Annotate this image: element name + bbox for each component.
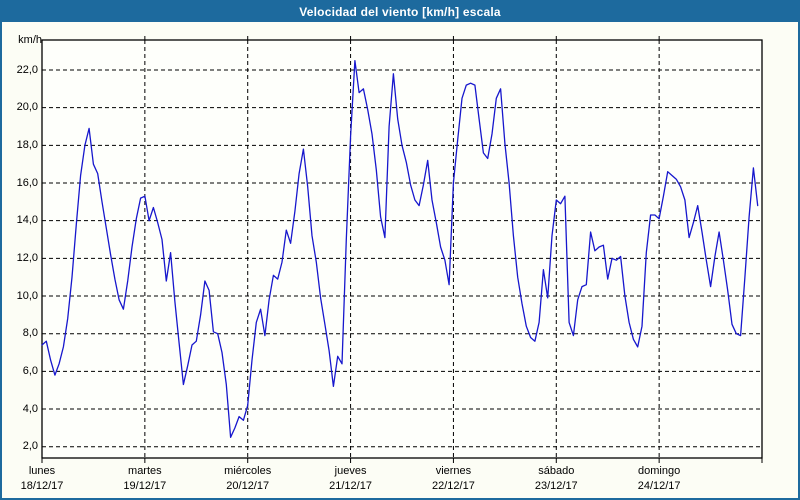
- chart-title: Velocidad del viento [km/h] escala: [299, 5, 501, 19]
- y-axis-tick-label: 2,0: [22, 440, 38, 453]
- x-axis-day-label: jueves: [334, 465, 367, 477]
- x-axis-date-label: 21/12/17: [329, 480, 372, 492]
- y-axis-unit-label: km/h: [18, 34, 42, 46]
- y-axis-tick-label: 12,0: [16, 251, 38, 264]
- x-axis-date-label: 22/12/17: [432, 480, 475, 492]
- y-axis-tick-label: 20,0: [16, 101, 38, 114]
- y-axis-tick-label: 6,0: [22, 364, 38, 377]
- x-axis-date-label: 20/12/17: [226, 480, 270, 492]
- y-axis-tick-label: 14,0: [16, 214, 38, 227]
- y-axis-tick-label: 22,0: [16, 63, 38, 76]
- x-axis-day-label: sábado: [538, 465, 575, 477]
- x-axis-date-label: 24/12/17: [637, 480, 681, 492]
- y-axis-tick-label: 4,0: [22, 402, 38, 415]
- x-axis-day-label: lunes: [28, 465, 56, 477]
- plot-area: [42, 40, 762, 458]
- x-axis-day-label: miércoles: [224, 465, 272, 477]
- y-axis-tick-label: 16,0: [16, 176, 38, 189]
- y-axis-tick-label: 8,0: [22, 327, 38, 340]
- x-axis-date-label: 23/12/17: [534, 480, 578, 492]
- plot-border: [41, 39, 763, 459]
- y-axis-tick-label: 18,0: [16, 138, 38, 151]
- x-axis-date-label: 19/12/17: [123, 480, 167, 492]
- x-axis-date-label: 18/12/17: [20, 480, 64, 492]
- x-axis-day-label: domingo: [638, 465, 681, 477]
- chart-title-bar: Velocidad del viento [km/h] escala: [2, 2, 798, 22]
- x-axis-day-label: martes: [128, 465, 162, 477]
- wind-speed-line: [41, 59, 759, 438]
- y-axis-tick-label: 10,0: [16, 289, 38, 302]
- x-axis-day-label: viernes: [435, 465, 472, 477]
